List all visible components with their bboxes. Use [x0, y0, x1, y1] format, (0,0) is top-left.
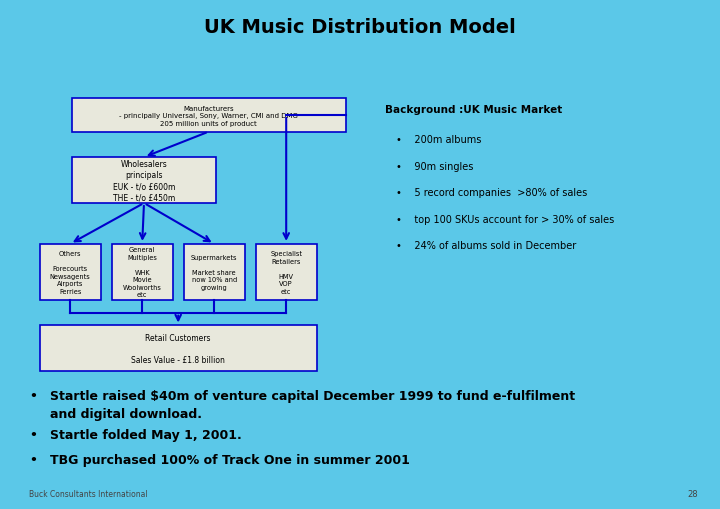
Text: Background :UK Music Market: Background :UK Music Market: [385, 104, 562, 115]
FancyBboxPatch shape: [40, 326, 317, 372]
Text: •: •: [29, 453, 37, 466]
Text: Startle folded May 1, 2001.: Startle folded May 1, 2001.: [50, 429, 242, 441]
FancyBboxPatch shape: [256, 244, 317, 300]
Text: Specialist
Retailers

HMV
VOP
etc: Specialist Retailers HMV VOP etc: [270, 250, 302, 294]
Text: •: •: [29, 389, 37, 402]
Text: •    90m singles: • 90m singles: [396, 161, 473, 172]
Text: Wholesalers
principals
EUK - t/o £600m
THE - t/o £450m: Wholesalers principals EUK - t/o £600m T…: [113, 160, 175, 202]
FancyBboxPatch shape: [112, 244, 173, 300]
Text: Startle raised $40m of venture capital December 1999 to fund e-fulfilment: Startle raised $40m of venture capital D…: [50, 389, 575, 402]
Text: General
Multiples

WHK
Movie
Woolworths
etc: General Multiples WHK Movie Woolworths e…: [123, 247, 161, 298]
Text: and digital download.: and digital download.: [50, 407, 202, 420]
Text: Manufacturers
- principally Universal, Sony, Warner, CMI and DMG
205 million uni: Manufacturers - principally Universal, S…: [120, 105, 298, 126]
Text: •    24% of albums sold in December: • 24% of albums sold in December: [396, 241, 576, 251]
Text: Supermarkets

Market share
now 10% and
growing: Supermarkets Market share now 10% and gr…: [191, 254, 238, 290]
Text: 28: 28: [688, 489, 698, 498]
FancyBboxPatch shape: [72, 158, 216, 204]
Text: UK Music Distribution Model: UK Music Distribution Model: [204, 18, 516, 37]
FancyBboxPatch shape: [40, 244, 101, 300]
FancyBboxPatch shape: [72, 99, 346, 132]
Text: •    top 100 SKUs account for > 30% of sales: • top 100 SKUs account for > 30% of sale…: [396, 214, 614, 224]
FancyBboxPatch shape: [184, 244, 245, 300]
Text: •    5 record companies  >80% of sales: • 5 record companies >80% of sales: [396, 188, 588, 198]
Text: Buck Consultants International: Buck Consultants International: [29, 489, 148, 498]
Text: •    200m albums: • 200m albums: [396, 135, 482, 145]
Text: •: •: [29, 429, 37, 441]
Text: Retail Customers

Sales Value - £1.8 billion: Retail Customers Sales Value - £1.8 bill…: [131, 333, 225, 364]
Text: TBG purchased 100% of Track One in summer 2001: TBG purchased 100% of Track One in summe…: [50, 453, 410, 466]
Text: Others

Forecourts
Newsagents
Airports
Ferries: Others Forecourts Newsagents Airports Fe…: [50, 250, 91, 294]
